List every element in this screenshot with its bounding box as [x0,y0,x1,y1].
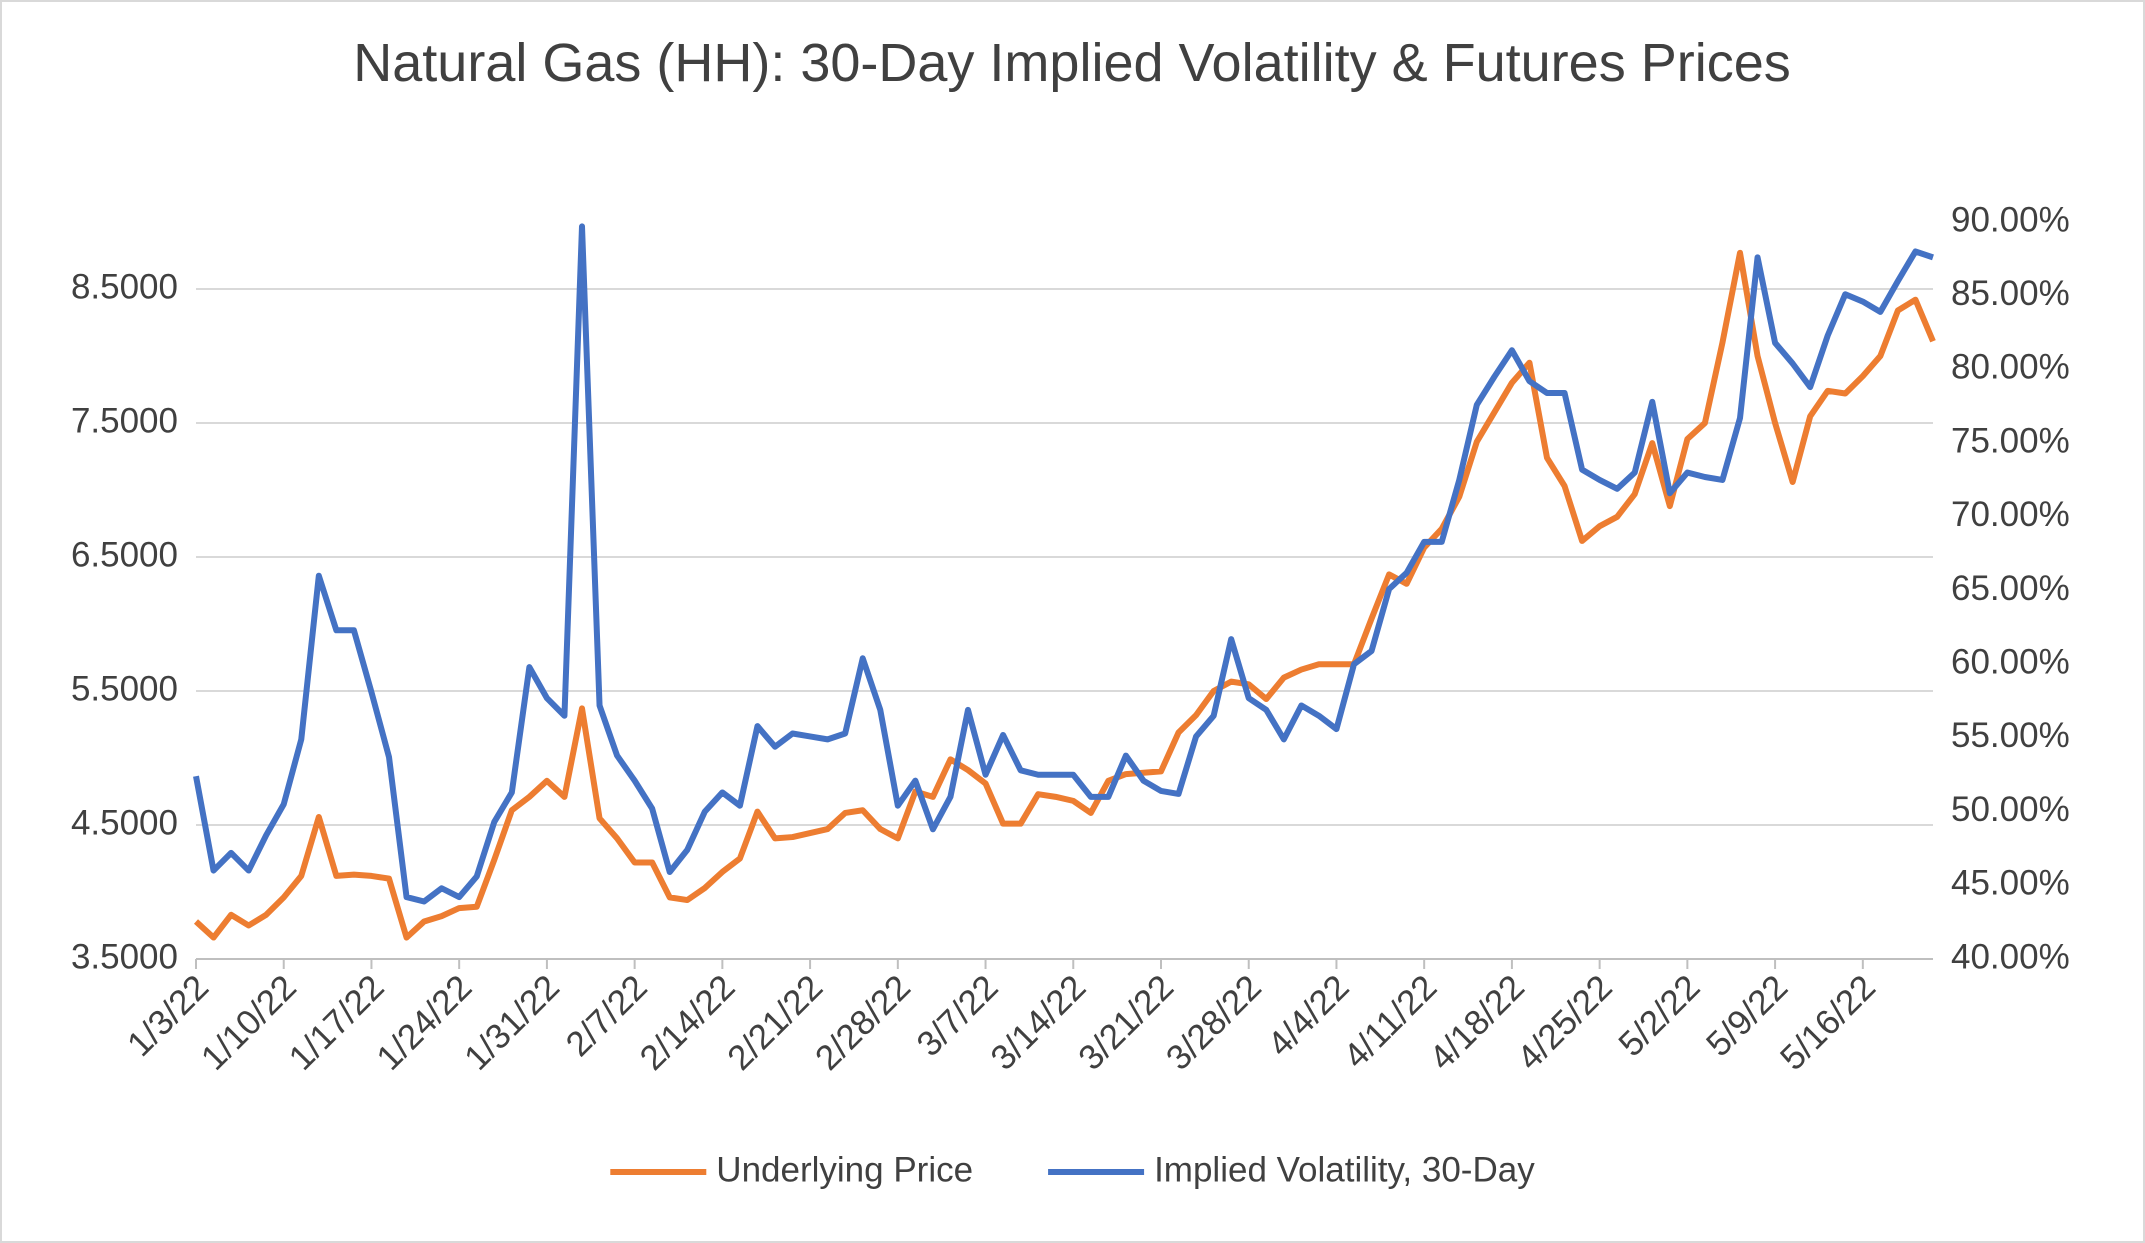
y2-tick-label: 50.00% [1951,790,2070,829]
y-tick-label: 7.5000 [71,401,178,440]
y-tick-label: 3.5000 [71,937,178,976]
series-line [193,223,1934,905]
legend-label: Underlying Price [716,1150,973,1189]
y-tick-label: 4.5000 [71,803,178,842]
series-line [193,249,1936,941]
chart-title: Natural Gas (HH): 30-Day Implied Volatil… [353,33,1791,93]
y2-tick-label: 90.00% [1951,200,2070,239]
y2-tick-label: 65.00% [1951,569,2070,608]
y-tick-label: 6.5000 [71,535,178,574]
y2-tick-label: 75.00% [1951,421,2070,460]
y2-tick-label: 55.00% [1951,716,2070,755]
y-tick-label: 5.5000 [71,669,178,708]
legend-label: Implied Volatility, 30-Day [1154,1150,1535,1189]
y2-tick-label: 60.00% [1951,642,2070,681]
y2-tick-label: 45.00% [1951,864,2070,903]
y2-tick-label: 70.00% [1951,495,2070,534]
y-tick-label: 8.5000 [71,267,178,306]
y2-tick-label: 80.00% [1951,348,2070,387]
y2-tick-label: 85.00% [1951,274,2070,313]
y2-tick-label: 40.00% [1951,937,2070,976]
